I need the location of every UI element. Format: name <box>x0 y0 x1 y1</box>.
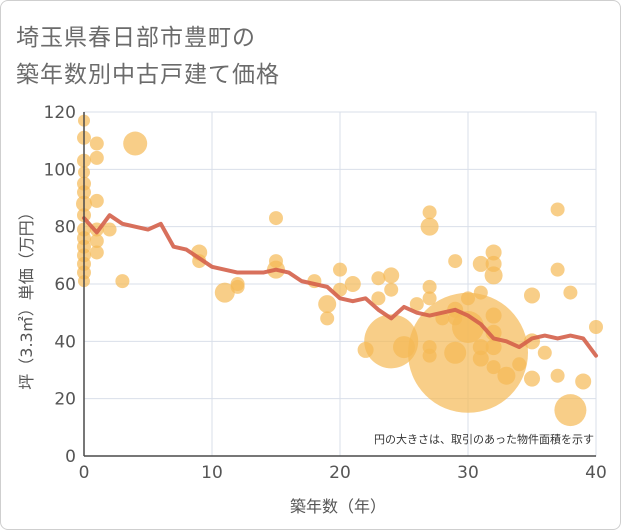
bubble-size-note: 円の大きさは、取引のあった物件面積を示す <box>374 432 594 446</box>
bubble-point <box>123 131 148 156</box>
bubble-point <box>524 370 540 387</box>
bubble-point <box>550 368 565 383</box>
bubble-point <box>448 311 463 326</box>
y-tick-label: 60 <box>54 275 76 295</box>
bubble-point <box>497 366 516 385</box>
bubble-point <box>269 254 283 269</box>
bubble-point <box>89 245 104 260</box>
bubble-point <box>371 291 386 306</box>
bubble-point <box>320 311 335 326</box>
bubble-point <box>485 307 502 324</box>
chart-title-line2: 築年数別中古戸建て価格 <box>16 62 280 88</box>
y-tick-label: 40 <box>54 332 76 352</box>
bubble-point <box>524 287 540 304</box>
y-tick-label: 20 <box>54 390 76 410</box>
y-tick-label: 0 <box>65 447 76 467</box>
bubble-point <box>485 244 502 261</box>
bubble-point <box>115 274 130 289</box>
bubble-point <box>537 345 552 360</box>
y-tick-label: 120 <box>44 103 76 123</box>
bubble-point <box>485 255 502 272</box>
bubble-point <box>393 336 415 359</box>
bubble-point <box>269 211 283 226</box>
x-tick-label: 40 <box>585 463 607 483</box>
bubble-point <box>444 341 467 364</box>
bubble-point <box>550 202 565 217</box>
bubble-point <box>420 217 439 236</box>
y-axis-label: 坪（3.3㎡）単価（万円） <box>17 204 36 389</box>
bubble-point <box>448 254 463 269</box>
x-axis-label: 築年数（年） <box>290 497 386 516</box>
x-tick-label: 30 <box>457 463 479 483</box>
y-tick-label: 80 <box>54 218 76 238</box>
trend-layer <box>82 213 598 358</box>
bubble-point <box>89 193 104 208</box>
bubble-point <box>230 279 245 294</box>
bubble-point <box>371 271 386 286</box>
bubble-point <box>550 262 565 277</box>
bubble-point <box>214 282 235 303</box>
bubble-point <box>102 222 117 237</box>
bubble-point <box>422 291 437 306</box>
bubble-point <box>89 234 104 248</box>
bubble-point <box>422 205 437 220</box>
bubble-point <box>383 267 400 284</box>
bubble-point <box>589 320 603 334</box>
x-tick-label: 20 <box>329 463 351 483</box>
bubble-point <box>318 295 337 314</box>
bubble-point <box>344 276 361 292</box>
bubble-point <box>473 285 488 300</box>
bubble-point <box>461 291 475 306</box>
x-tick-label: 10 <box>201 463 223 483</box>
bubble-point <box>563 285 578 300</box>
bubble-point <box>89 150 104 165</box>
bubble-point <box>512 357 527 372</box>
bubble-point <box>422 348 437 363</box>
bubble-point <box>409 297 424 312</box>
bubble-point <box>89 136 104 151</box>
bubble-point <box>472 350 489 367</box>
bubble-point <box>486 360 501 375</box>
bubble-point <box>484 266 503 285</box>
bubble-point <box>472 339 489 356</box>
chart-title-line1: 埼玉県春日部市豊町の <box>16 25 256 51</box>
bubble-point <box>357 341 374 358</box>
y-tick-label: 100 <box>44 160 76 180</box>
bubble-point <box>422 279 437 294</box>
bubble-point <box>554 394 587 427</box>
bubble-point <box>485 339 502 356</box>
x-tick-label: 0 <box>79 463 90 483</box>
bubble-point <box>575 373 592 390</box>
bubble-point <box>472 255 489 272</box>
tick-labels: 0 20 40 60 80 100 120 0 10 20 30 40 <box>44 103 607 483</box>
bubble-point <box>384 282 399 297</box>
bubble-point <box>333 262 347 277</box>
trend-line <box>82 213 598 358</box>
axes <box>83 112 596 457</box>
